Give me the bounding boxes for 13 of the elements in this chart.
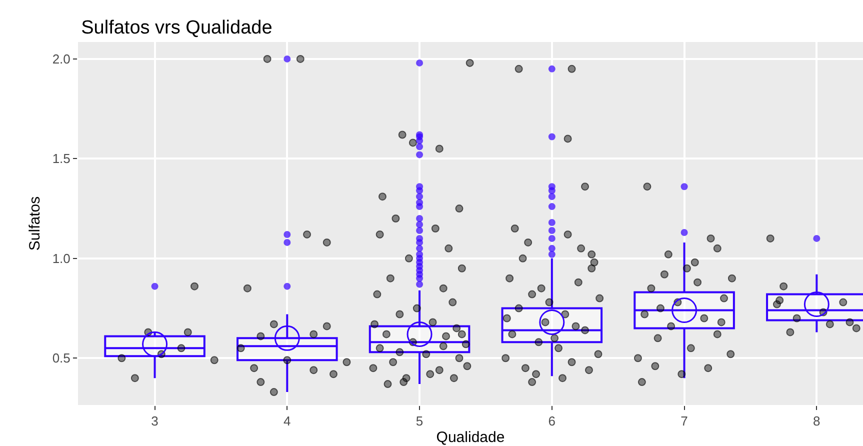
x-tick-label: 5 <box>416 414 424 429</box>
y-tick-label: 0.5 <box>52 350 70 366</box>
x-tick-label: 8 <box>813 414 820 429</box>
x-tick-label: 6 <box>548 414 556 429</box>
x-axis-title: Qualidade <box>436 429 505 446</box>
x-tick-label: 7 <box>680 414 688 429</box>
chart-title: Sulfatos vrs Qualidade <box>81 17 272 38</box>
y-tick-label: 1.0 <box>52 250 70 266</box>
y-tick-label: 1.5 <box>52 151 70 166</box>
y-tick-label: 2.0 <box>52 52 70 66</box>
y-axis-title: Sulfatos <box>26 196 44 251</box>
x-tick-label: 3 <box>151 414 158 429</box>
x-tick-label: 4 <box>284 414 291 429</box>
